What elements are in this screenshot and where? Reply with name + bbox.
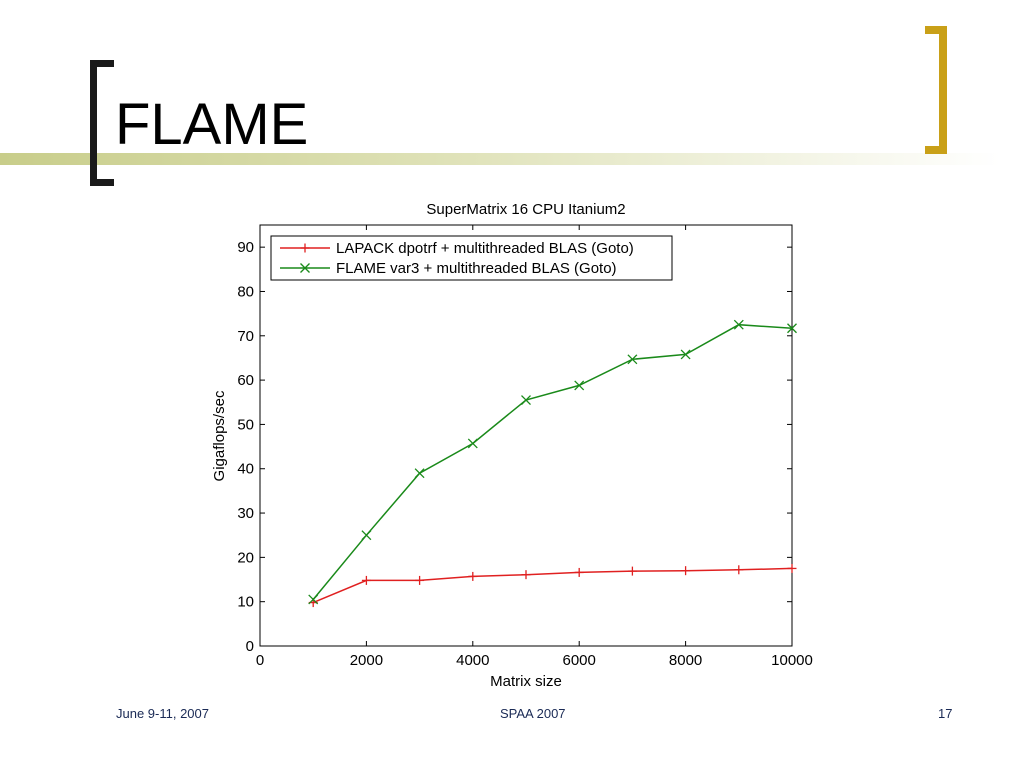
y-tick-label: 40 <box>237 461 254 478</box>
x-axis-label: Matrix size <box>490 673 562 690</box>
chart-title: SuperMatrix 16 CPU Itanium2 <box>426 201 625 218</box>
y-tick-label: 0 <box>246 638 254 655</box>
y-axis: 0 10 20 30 40 50 60 70 80 90 <box>237 239 792 655</box>
x-axis: 0 2000 4000 6000 8000 10000 <box>256 225 813 669</box>
footer-date: June 9-11, 2007 <box>116 706 209 721</box>
data-point-series-1 <box>361 575 371 585</box>
title-underline-bar <box>0 153 1000 165</box>
data-point-series-2 <box>574 380 585 391</box>
data-point-series-2 <box>521 395 531 406</box>
series-layer <box>308 319 797 608</box>
legend: LAPACK dpotrf + multithreaded BLAS (Goto… <box>270 235 673 281</box>
legend-marker <box>300 263 310 273</box>
y-tick-label: 50 <box>237 416 254 433</box>
y-tick-label: 30 <box>237 505 254 522</box>
legend-entry-2: FLAME var3 + multithreaded BLAS (Goto) <box>280 260 617 277</box>
legend-label: FLAME var3 + multithreaded BLAS (Goto) <box>336 260 617 277</box>
footer-page-number: 17 <box>938 706 953 721</box>
series-line-1 <box>312 567 793 604</box>
x-tick-label: 8000 <box>669 652 702 669</box>
legend-box <box>270 235 673 281</box>
data-point-series-1 <box>574 567 584 577</box>
y-tick-label: 70 <box>237 328 254 345</box>
y-tick-label: 60 <box>237 372 254 389</box>
data-point-series-2 <box>627 354 638 365</box>
x-tick-label: 6000 <box>563 652 596 669</box>
data-point-series-2 <box>733 319 744 330</box>
legend-label: LAPACK dpotrf + multithreaded BLAS (Goto… <box>336 240 634 257</box>
data-point-series-1 <box>681 566 691 576</box>
y-tick-label: 10 <box>237 594 254 611</box>
footer-conference: SPAA 2007 <box>500 706 566 721</box>
data-point-series-1 <box>521 570 531 580</box>
y-tick-label: 20 <box>237 549 254 566</box>
data-point-series-1 <box>468 571 478 581</box>
data-point-series-2 <box>308 594 319 605</box>
y-tick-label: 80 <box>237 283 254 300</box>
data-point-series-1 <box>415 575 425 585</box>
series-line-2 <box>312 323 793 600</box>
data-point-series-2 <box>467 438 478 449</box>
x-tick-label: 2000 <box>350 652 383 669</box>
x-tick-label: 4000 <box>456 652 489 669</box>
x-tick-label: 0 <box>256 652 264 669</box>
slide-title: FLAME <box>115 92 309 157</box>
left-bracket <box>90 60 114 186</box>
data-point-series-2 <box>680 349 691 360</box>
data-point-series-2 <box>414 468 425 479</box>
legend-marker <box>300 243 310 253</box>
y-tick-label: 90 <box>237 239 254 256</box>
data-point-series-1 <box>734 565 744 575</box>
right-bracket <box>925 26 947 154</box>
data-point-series-1 <box>787 563 797 573</box>
x-tick-label: 10000 <box>771 652 813 669</box>
data-point-series-2 <box>361 530 372 541</box>
y-axis-label: Gigaflops/sec <box>211 390 228 481</box>
plot-area <box>259 224 793 647</box>
legend-entry-1: LAPACK dpotrf + multithreaded BLAS (Goto… <box>280 240 634 257</box>
data-point-series-1 <box>627 566 637 576</box>
data-point-series-2 <box>787 323 797 334</box>
